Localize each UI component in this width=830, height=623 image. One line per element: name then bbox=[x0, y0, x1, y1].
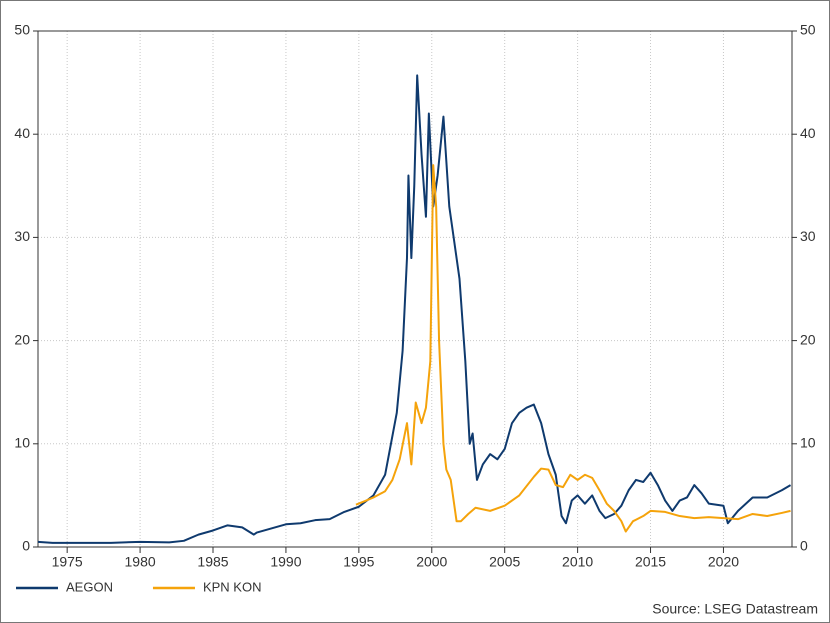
y2-tick-label: 50 bbox=[800, 22, 816, 38]
plot-area bbox=[37, 30, 793, 548]
x-tick-label: 2020 bbox=[708, 554, 739, 570]
x-tick-label: 2005 bbox=[489, 554, 520, 570]
x-tick-label: 2000 bbox=[416, 554, 447, 570]
x-tick-label: 1975 bbox=[52, 554, 83, 570]
legend-label: KPN KON bbox=[203, 579, 262, 594]
legend-label: AEGON bbox=[66, 579, 113, 594]
x-tick-label: 2015 bbox=[635, 554, 666, 570]
x-tick-label: 1990 bbox=[270, 554, 301, 570]
y-tick-label: 50 bbox=[14, 22, 30, 38]
x-tick-label: 1995 bbox=[343, 554, 374, 570]
x-tick-label: 2010 bbox=[562, 554, 593, 570]
y-tick-label: 40 bbox=[14, 125, 30, 141]
y-tick-label: 20 bbox=[14, 331, 30, 347]
y2-tick-label: 10 bbox=[800, 435, 816, 451]
y-tick-label: 0 bbox=[22, 538, 30, 554]
y2-tick-label: 20 bbox=[800, 331, 816, 347]
y-tick-label: 30 bbox=[14, 228, 30, 244]
y2-tick-label: 30 bbox=[800, 228, 816, 244]
y2-tick-label: 40 bbox=[800, 125, 816, 141]
line-series bbox=[355, 164, 791, 533]
source: Source: LSEG Datastream bbox=[652, 601, 818, 617]
x-tick-label: 1985 bbox=[197, 554, 228, 570]
line-series bbox=[37, 74, 792, 544]
y2-tick-label: 0 bbox=[800, 538, 808, 554]
y-tick-label: 10 bbox=[14, 435, 30, 451]
x-tick-label: 1980 bbox=[125, 554, 156, 570]
